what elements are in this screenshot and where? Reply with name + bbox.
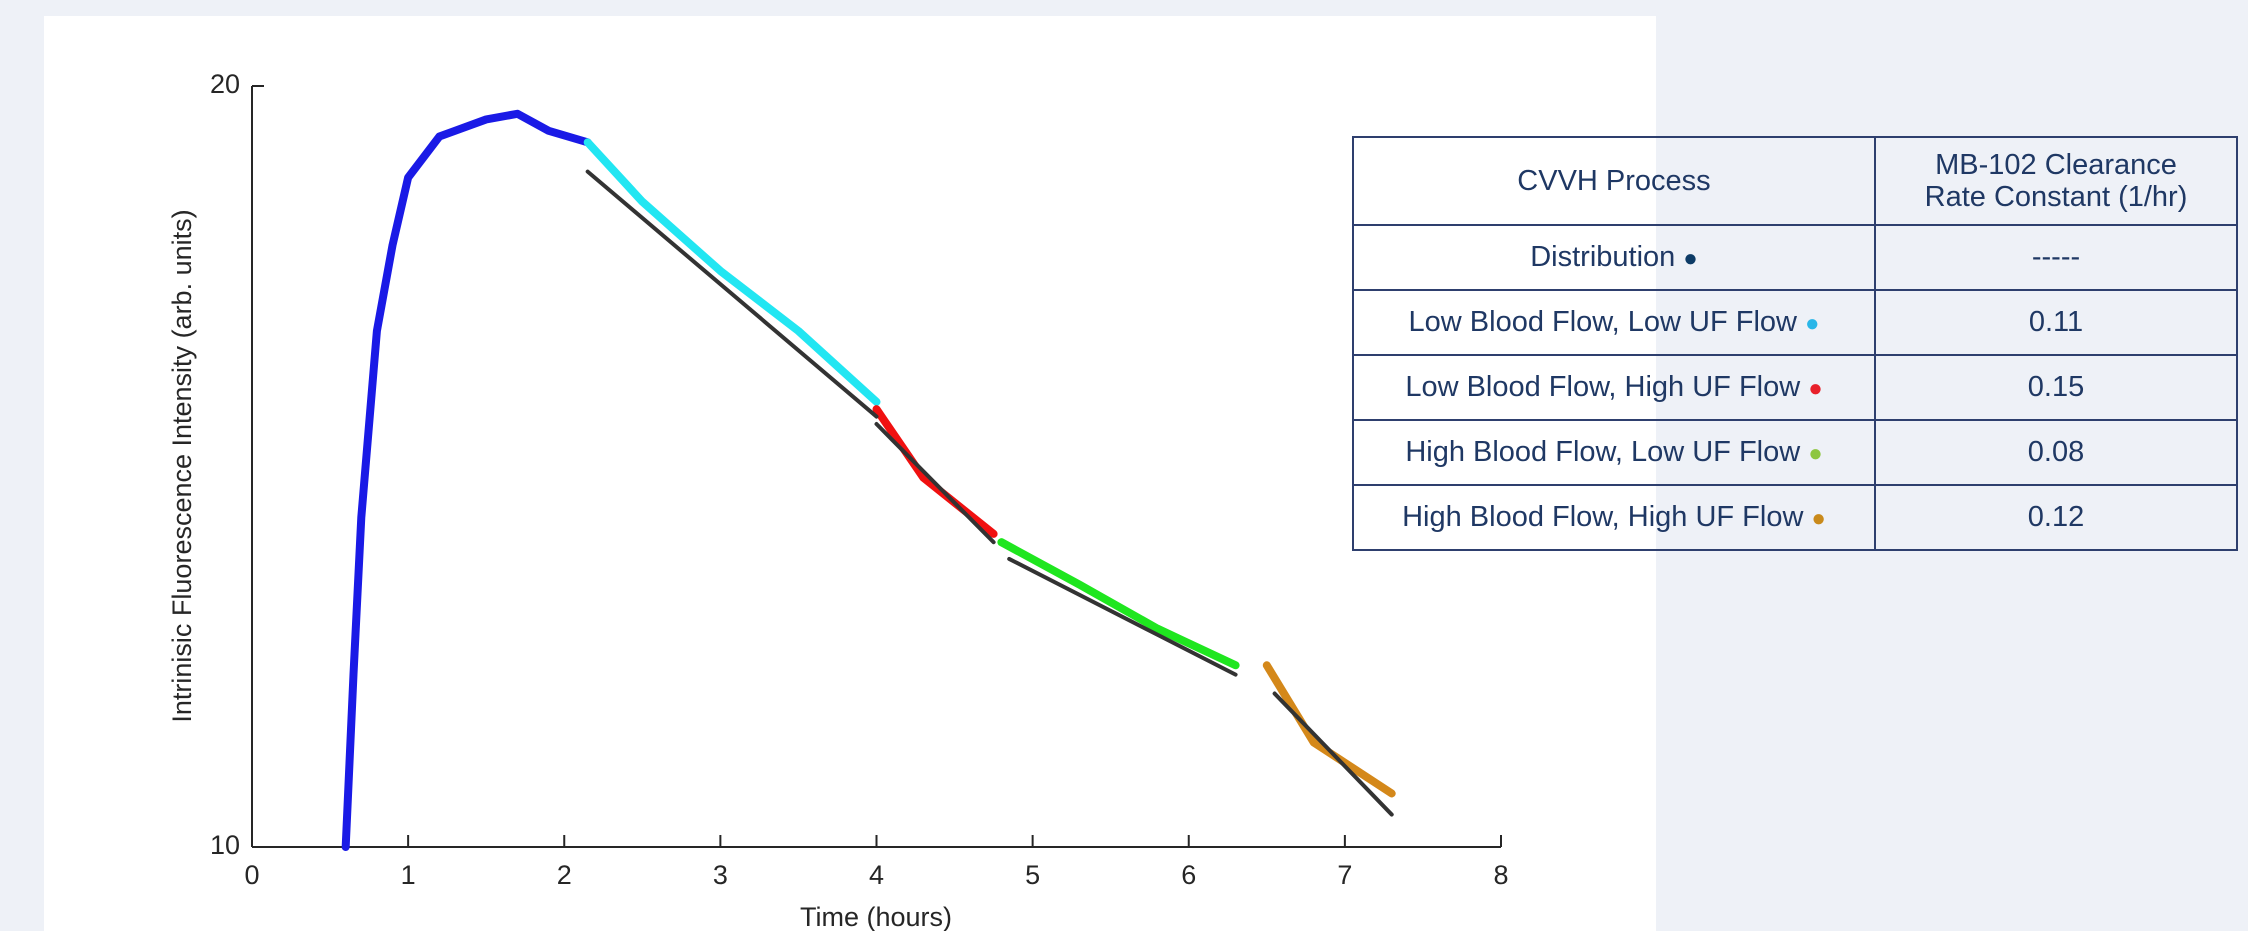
data-line	[585, 169, 879, 419]
rate-cell: 0.15	[1874, 354, 2238, 421]
rate-cell: 0.12	[1874, 484, 2238, 551]
table-row: High Blood Flow, Low UF Flow ● 0.08	[1352, 419, 2238, 486]
x-tick-label: 8	[1493, 860, 1508, 890]
process-cell: High Blood Flow, High UF Flow ●	[1352, 484, 1876, 551]
x-tick-label: 1	[401, 860, 416, 890]
data-line	[583, 138, 881, 406]
color-dot: ●	[1804, 310, 1820, 337]
process-label: High Blood Flow, Low UF Flow	[1405, 436, 1801, 468]
y-axis-label: Intrinisic Fluorescence Intensity (arb. …	[167, 209, 197, 722]
x-tick-label: 5	[1025, 860, 1040, 890]
color-dot: ●	[1808, 440, 1823, 467]
header-text: MB-102 Clearance Rate Constant (1/hr)	[1924, 149, 2188, 213]
x-tick-label: 4	[869, 860, 884, 890]
y-tick-label: 10	[210, 830, 240, 860]
x-tick-label: 2	[557, 860, 572, 890]
data-line	[874, 422, 996, 545]
process-cell: Low Blood Flow, Low UF Flow ●	[1352, 289, 1876, 356]
header-cell: CVVH Process	[1352, 136, 1876, 226]
process-label: Distribution	[1530, 241, 1676, 273]
table-row: Distribution ● -----	[1352, 224, 2238, 291]
process-label: Low Blood Flow, Low UF Flow	[1408, 306, 1797, 338]
data-line	[997, 538, 1240, 670]
table-row: Low Blood Flow, Low UF Flow ● 0.11	[1352, 289, 2238, 356]
process-label: Low Blood Flow, High UF Flow	[1405, 371, 1801, 403]
x-tick-label: 3	[713, 860, 728, 890]
color-dot: ●	[1808, 375, 1823, 402]
y-tick-label: 20	[210, 69, 240, 99]
clearance-table: CVVH Process MB-102 Clearance Rate Const…	[1352, 136, 2238, 551]
rate-cell: 0.11	[1874, 289, 2238, 356]
process-label: High Blood Flow, High UF Flow	[1402, 501, 1804, 533]
header-row: CVVH Process MB-102 Clearance Rate Const…	[1352, 136, 2238, 226]
process-cell: Low Blood Flow, High UF Flow ●	[1352, 354, 1876, 421]
x-tick-label: 6	[1181, 860, 1196, 890]
data-line	[1272, 691, 1394, 817]
data-line	[1262, 661, 1396, 798]
data-line	[1007, 556, 1238, 677]
table-row: Low Blood Flow, High UF Flow ● 0.15	[1352, 354, 2238, 421]
data-line	[872, 405, 998, 538]
x-tick-label: 0	[244, 860, 259, 890]
table-row: High Blood Flow, High UF Flow ● 0.12	[1352, 484, 2238, 551]
process-cell: Distribution ●	[1352, 224, 1876, 291]
x-tick-label: 7	[1337, 860, 1352, 890]
rate-cell: 0.08	[1874, 419, 2238, 486]
color-dot: ●	[1683, 245, 1698, 272]
x-axis-label: Time (hours)	[800, 902, 952, 931]
color-dot: ●	[1811, 505, 1826, 532]
rate-cell: -----	[1874, 224, 2238, 291]
data-line	[341, 109, 592, 851]
process-cell: High Blood Flow, Low UF Flow ●	[1352, 419, 1876, 486]
header-cell: MB-102 Clearance Rate Constant (1/hr)	[1874, 136, 2238, 226]
